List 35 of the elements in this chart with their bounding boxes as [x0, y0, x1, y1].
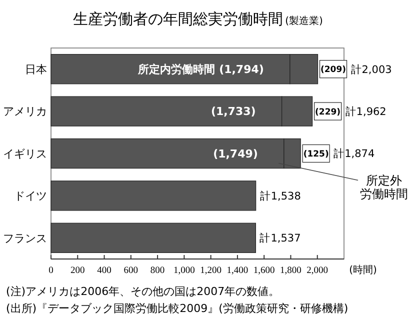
text: (注)アメリカは2006年、その他の国は2007年の数値。: [6, 285, 280, 298]
total-label: 計2,003: [350, 62, 392, 76]
x-tick-label: 1,400: [226, 266, 248, 276]
x-tick-label: 600: [124, 266, 138, 276]
x-tick-label: 200: [70, 266, 86, 276]
x-tick-label: 400: [97, 266, 112, 276]
x-tick-label: 0: [48, 266, 54, 276]
data-label: (125): [303, 149, 329, 160]
text: 所定外労働時間: [360, 173, 408, 202]
data-label: (229): [315, 107, 341, 118]
y-tick-label: 日本: [25, 62, 47, 76]
total-label: 計1,962: [345, 104, 386, 118]
x-axis-title: (時間): [349, 264, 377, 276]
y-tick-label: アメリカ: [3, 105, 47, 118]
data-label: (209): [320, 65, 346, 76]
bar: [50, 180, 256, 211]
y-tick-label: ドイツ: [14, 190, 47, 203]
x-tick-label: 1,000: [173, 266, 196, 276]
total-label: 計1,874: [334, 147, 375, 160]
x-tick-label: 1,600: [253, 266, 276, 276]
y-tick-label: イギリス: [3, 147, 47, 160]
x-tick-label: 1,200: [200, 266, 222, 276]
total-label: 計1,538: [260, 189, 301, 202]
x-tick-label: 800: [150, 266, 165, 276]
total-label: 計1,537: [260, 232, 301, 245]
data-label: (1,733): [210, 105, 256, 118]
text: (出所)『データブック国際労働比較2009』(労働政策研究・研修機構): [6, 302, 348, 315]
text: 所定内労働時間 (1,794): [138, 62, 264, 76]
data-label: (1,749): [213, 147, 258, 160]
bar: [50, 222, 256, 253]
x-tick-label: 1,800: [280, 266, 302, 276]
y-tick-label: フランス: [3, 232, 47, 245]
chart-subtitle: (製造業): [285, 15, 323, 27]
chart-title: 生産労働者の年間総実労働時間: [73, 10, 284, 28]
x-tick-label: 2,000: [306, 266, 328, 276]
